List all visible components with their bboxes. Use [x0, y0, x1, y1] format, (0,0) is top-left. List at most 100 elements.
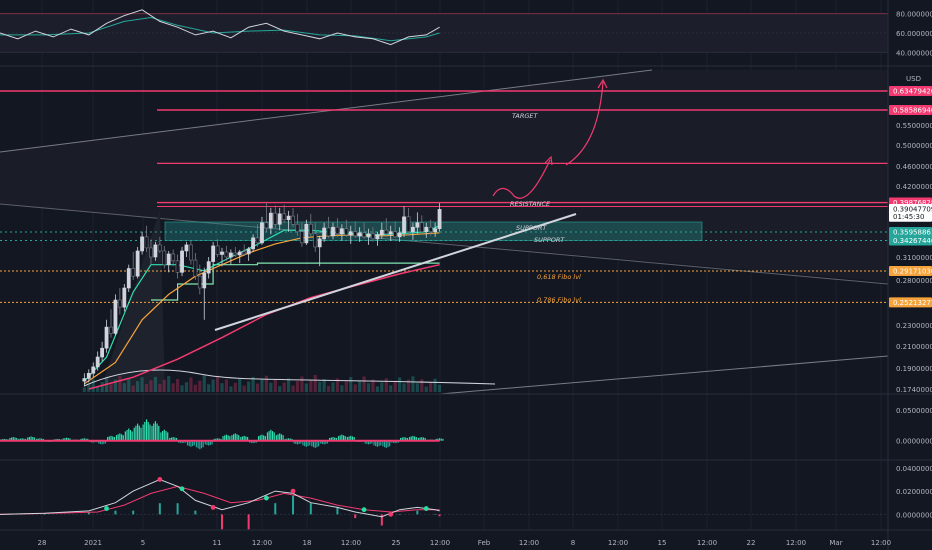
volume-bar: [198, 380, 202, 392]
volume-bar: [118, 376, 122, 392]
support-label-1: SUPPORT: [516, 224, 547, 232]
histogram-bar: [305, 440, 307, 447]
volume-bar: [415, 383, 419, 392]
histogram-bar: [200, 440, 203, 449]
histogram-bar: [414, 436, 416, 441]
candle-body: [335, 226, 340, 235]
macd-pane[interactable]: [0, 477, 888, 530]
histogram-bar: [124, 431, 126, 441]
histogram-bar: [348, 436, 350, 441]
candle: [326, 216, 331, 238]
histogram-bar: [195, 440, 197, 448]
price-tag-label: 0.63479420: [893, 88, 932, 96]
candle: [228, 249, 233, 265]
time-tick-label: Mar: [829, 539, 842, 547]
histogram-bar: [337, 436, 340, 441]
price-tag: 0.63479420: [889, 86, 932, 96]
histogram-bar: [339, 435, 341, 441]
histogram-bar: [66, 437, 68, 441]
time-tick-label: 12:00: [519, 539, 539, 547]
candle: [126, 264, 131, 292]
candle: [273, 205, 278, 228]
candle-body: [264, 222, 269, 229]
candle: [357, 227, 362, 242]
histogram-bar: [12, 437, 14, 441]
histogram-bar: [167, 432, 169, 441]
candle: [224, 245, 229, 261]
histogram-bar: [131, 431, 133, 441]
histogram-bar: [137, 423, 139, 441]
volume-bar: [122, 383, 126, 392]
histogram-bar: [320, 440, 322, 444]
histogram-bar: [250, 440, 252, 443]
candle-body: [326, 227, 331, 237]
histogram-bar: [158, 425, 160, 441]
time-tick-label: 12:00: [871, 539, 891, 547]
histogram-bar: [202, 440, 204, 448]
histogram-bar: [145, 419, 148, 441]
histogram-bar: [280, 434, 283, 441]
candle: [397, 227, 402, 242]
volume-bar: [269, 382, 273, 392]
rsi-pane[interactable]: [0, 9, 888, 53]
histogram-bar: [394, 440, 396, 444]
histogram-bar: [163, 429, 165, 441]
candle: [189, 240, 193, 265]
histogram-bar: [236, 434, 238, 441]
histogram-bar: [419, 437, 421, 441]
projection-arrow-1: [544, 155, 553, 166]
volume-bar: [215, 375, 220, 392]
histogram-bar: [103, 440, 105, 444]
candle: [131, 251, 136, 280]
price-pane[interactable]: TARGET RESISTANCE SUPPORT SUPPORT 0,618 Fibo…: [0, 69, 889, 395]
target-label: TARGET: [512, 112, 538, 120]
candle: [157, 236, 162, 253]
histogram-bar: [375, 440, 377, 447]
candle-body: [86, 372, 91, 379]
price-tag-label: 01:45:30: [893, 213, 924, 221]
histogram-bar: [247, 437, 249, 441]
candle-body: [206, 261, 211, 274]
candle: [379, 222, 384, 239]
candle-body: [91, 366, 96, 374]
candle: [117, 288, 122, 315]
histogram-bar: [122, 435, 124, 441]
histogram-bar: [382, 440, 384, 447]
histogram-bar: [346, 437, 348, 441]
histogram-bar: [408, 437, 411, 441]
histogram-bar: [442, 438, 444, 441]
candle-body: [362, 232, 366, 238]
macd-cross-dot: [104, 506, 109, 511]
time-axis[interactable]: 28 2021 5 11 12:00 18 12:00 25 12:00 Feb 12:00 8 12:…: [38, 539, 892, 547]
candle-body: [300, 231, 304, 244]
candle: [362, 222, 366, 239]
histogram-bar: [32, 436, 34, 441]
histogram-bar: [316, 440, 318, 448]
histogram-bar: [383, 440, 386, 448]
macd-cross-dot: [210, 504, 216, 510]
volume-bar: [131, 385, 135, 392]
candle: [246, 246, 251, 261]
price-tag-bg: [889, 105, 932, 115]
candle-body: [251, 237, 255, 250]
histogram-bar: [353, 437, 355, 441]
histogram-pane[interactable]: [0, 419, 444, 450]
histogram-bar: [325, 440, 327, 444]
candle-body: [402, 216, 406, 234]
candle: [331, 222, 335, 240]
histogram-bar: [133, 427, 135, 441]
histogram-bar: [135, 425, 137, 441]
candle-body: [273, 212, 278, 225]
histogram-bar: [245, 436, 247, 441]
candle: [344, 219, 349, 237]
candle: [144, 225, 149, 252]
histogram-bar: [335, 437, 337, 441]
volume-bar: [424, 386, 428, 392]
candle-body: [357, 232, 362, 237]
volume-bar: [162, 379, 166, 392]
histogram-bar: [183, 440, 185, 443]
candle-body: [260, 222, 264, 244]
